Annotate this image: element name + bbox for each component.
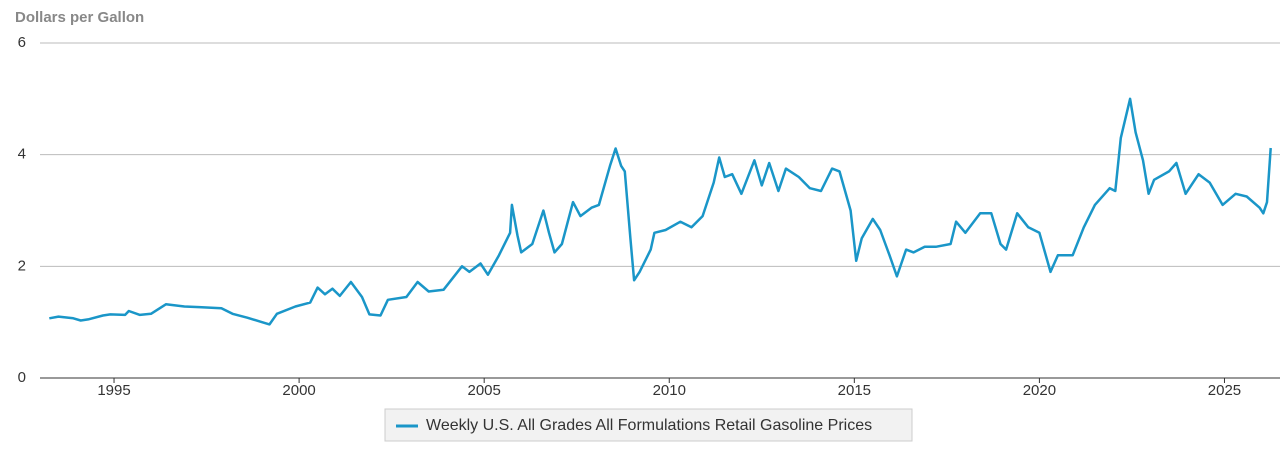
- y-tick-label: 4: [18, 146, 26, 163]
- line-series: [49, 97, 1272, 326]
- x-tick-label: 2015: [838, 382, 871, 399]
- x-tick-label: 2010: [653, 382, 686, 399]
- y-tick-label: 6: [18, 34, 26, 51]
- y-tick-label: 2: [18, 257, 26, 274]
- x-tick-label: 2020: [1023, 382, 1056, 399]
- legend-label: Weekly U.S. All Grades All Formulations …: [426, 417, 872, 434]
- legend-box: [384, 408, 913, 442]
- x-tick-label: 1995: [97, 382, 130, 399]
- y-tick-label: 0: [18, 369, 26, 386]
- x-tick-label: 2005: [467, 382, 500, 399]
- x-tick-label: 2025: [1208, 382, 1241, 399]
- x-tick-label: 2000: [282, 382, 315, 399]
- y-axis-label: Dollars per Gallon: [15, 9, 144, 26]
